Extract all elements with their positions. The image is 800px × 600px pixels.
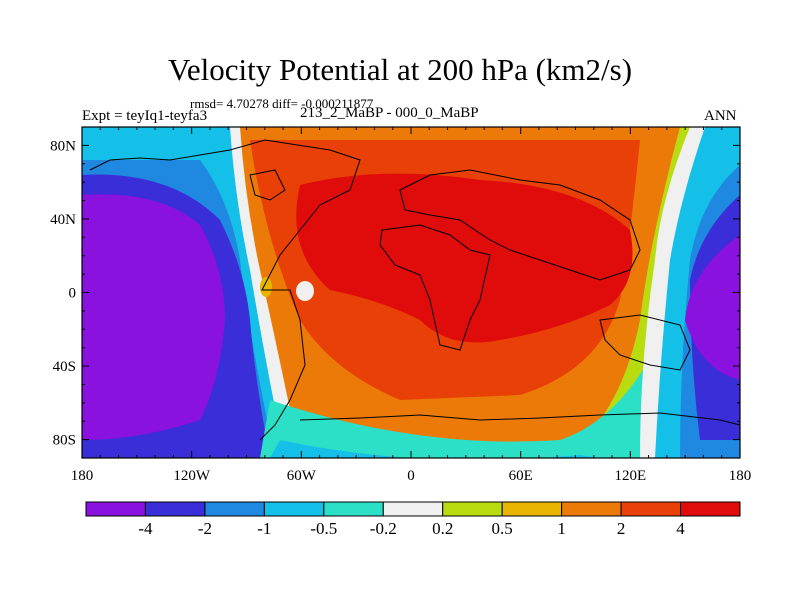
- coastline-eurasia: [399, 169, 641, 281]
- x-axis-labels: 180 120W 60W 0 60E 120E 180: [71, 468, 752, 484]
- colorbar-swatch: [204, 501, 265, 517]
- colorbar: [85, 501, 741, 517]
- colorbar-level-label: -0.5: [310, 519, 337, 538]
- colorbar-swatch: [561, 501, 622, 517]
- coastline-africa: [379, 224, 491, 351]
- x-tick-label: 180: [71, 468, 94, 484]
- colorbar-swatch: [680, 501, 741, 517]
- colorbar-level-label: -2: [198, 519, 212, 538]
- colorbar-swatch: [501, 501, 563, 517]
- x-tick-label: 120E: [614, 468, 646, 484]
- x-tick-label: 0: [407, 468, 415, 484]
- field-negative-min-west: [82, 194, 225, 440]
- coastline-arctic: [89, 149, 231, 171]
- x-tick-label: 120W: [173, 468, 211, 484]
- coastline-australia: [599, 314, 691, 371]
- rmsd-diff-stats: rmsd= 4.70278 diff= -0.000211877: [190, 96, 374, 111]
- y-tick-label: 80N: [50, 138, 76, 154]
- coastline-americas: [229, 139, 361, 441]
- case-id-label: 213_2_MaBP - 000_0_MaBP: [300, 105, 479, 121]
- colorbar-swatch: [442, 501, 503, 517]
- colorbar-level-label: 1: [557, 519, 566, 538]
- colorbar-level-label: 0.2: [432, 519, 453, 538]
- colorbar-labels: -4 -2 -1 -0.5 -0.2 0.2 0.5 1 2 4: [138, 519, 685, 538]
- colorbar-level-label: 0.5: [492, 519, 513, 538]
- x-tick-label: 60W: [287, 468, 317, 484]
- colorbar-level-label: 4: [676, 519, 685, 538]
- colorbar-level-label: -4: [138, 519, 153, 538]
- field-positive-max: [296, 173, 633, 343]
- coastlines: [89, 139, 740, 441]
- colorbar-level-label: -1: [257, 519, 271, 538]
- colorbar-swatch: [263, 501, 325, 517]
- season-label: ANN: [704, 108, 737, 124]
- y-tick-label: 40S: [53, 359, 76, 375]
- colorbar-swatch: [144, 501, 206, 517]
- axis-ticks: [81, 126, 741, 459]
- field-southern-band-2: [270, 440, 600, 458]
- y-tick-label: 40N: [50, 212, 76, 228]
- field-blob: [296, 281, 314, 301]
- colorbar-level-label: -0.2: [370, 519, 397, 538]
- field-contours: [82, 127, 740, 458]
- colorbar-swatch: [620, 501, 682, 517]
- y-tick-label: 80S: [53, 433, 76, 449]
- field-southern-band: [260, 340, 670, 458]
- field-negative-min-east: [685, 235, 740, 380]
- x-tick-label: 180: [729, 468, 752, 484]
- field-blob-2: [260, 277, 272, 297]
- coastline-greenland: [249, 169, 286, 201]
- x-tick-label: 60E: [509, 468, 533, 484]
- colorbar-level-label: 2: [617, 519, 626, 538]
- chart-title: Velocity Potential at 200 hPa (km2/s): [167, 52, 633, 87]
- y-tick-label: 0: [69, 286, 77, 302]
- coastline-antarctica: [299, 412, 740, 426]
- colorbar-swatch: [323, 501, 384, 517]
- experiment-label: Expt = teyIq1-teyfa3: [82, 108, 208, 124]
- colorbar-swatch: [382, 501, 444, 517]
- y-axis-labels: 80N 40N 0 40S 80S: [50, 138, 76, 448]
- colorbar-swatch: [85, 501, 146, 517]
